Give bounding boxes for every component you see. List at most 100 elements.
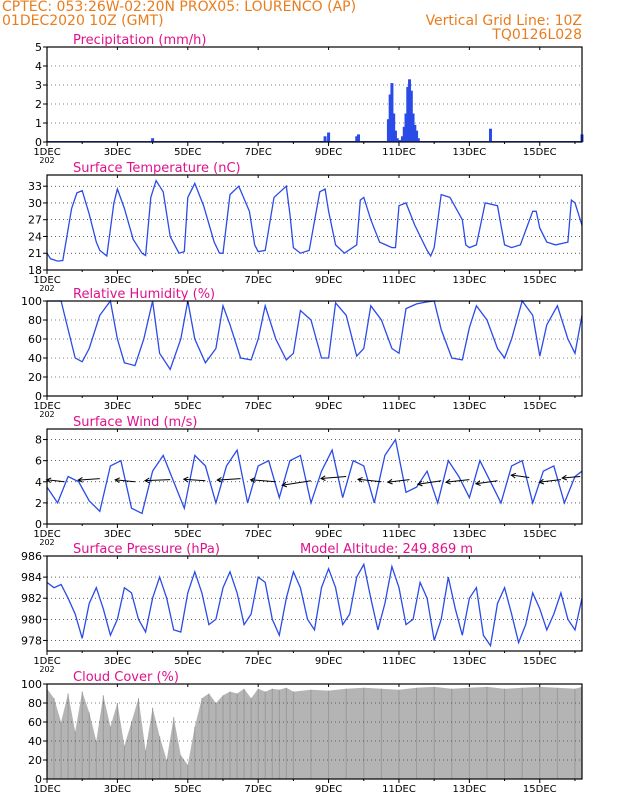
precip-bar bbox=[386, 119, 390, 142]
cloud-ytick-label: 60 bbox=[28, 716, 42, 729]
temp-xtick-label: 7DEC bbox=[244, 275, 271, 286]
cloud-xtick-label: 9DEC bbox=[315, 784, 342, 795]
cloud-panel bbox=[43, 683, 583, 783]
wind-arrow-head bbox=[386, 478, 393, 485]
cloud-xtick-label: 11DEC bbox=[382, 784, 416, 795]
wind-arrow-head bbox=[216, 476, 222, 483]
precip-bar bbox=[415, 130, 419, 142]
precip-bar bbox=[355, 136, 359, 142]
wind-arrow-head bbox=[356, 476, 363, 483]
pressure-xtick-label: 7DEC bbox=[244, 656, 271, 667]
pressure-subtitle: Model Altitude: 249.869 m bbox=[300, 542, 473, 557]
wind-xtick-label: 3DEC bbox=[104, 529, 131, 540]
temp-series-line bbox=[46, 179, 583, 262]
temp-title: Surface Temperature (nC) bbox=[73, 161, 241, 176]
precip-xtick-label: 11DEC bbox=[382, 147, 416, 158]
wind-arrow-shaft bbox=[115, 479, 136, 483]
precip-bar bbox=[392, 113, 396, 142]
cloud-title: Cloud Cover (%) bbox=[73, 670, 179, 685]
cloud-xtick-label: 3DEC bbox=[104, 784, 131, 795]
wind-ytick-label: 6 bbox=[35, 455, 42, 468]
wind-arrow-shaft bbox=[217, 478, 241, 481]
cloud-xtick-label: 1DEC bbox=[33, 784, 60, 795]
wind-frame bbox=[46, 428, 583, 525]
cloud-ytick-label: 20 bbox=[28, 754, 42, 767]
temp-xtick-label: 11DEC bbox=[382, 275, 416, 286]
temp-xtick-label: 1DEC bbox=[33, 275, 60, 286]
cloud-ytick-label: 40 bbox=[28, 735, 42, 748]
rh-xtick-label: 13DEC bbox=[453, 401, 487, 412]
precip-ytick-label: 4 bbox=[35, 60, 42, 73]
precip-ytick-label: 2 bbox=[35, 98, 42, 111]
rh-xtick-label: 3DEC bbox=[104, 401, 131, 412]
wind-arrow-shaft bbox=[250, 479, 276, 483]
rh-ytick-label: 60 bbox=[28, 333, 42, 346]
precip-frame bbox=[46, 46, 583, 143]
precip-title: Precipitation (mm/h) bbox=[73, 33, 206, 48]
wind-arrow-shaft bbox=[46, 479, 65, 483]
temp-ytick-label: 18 bbox=[28, 264, 42, 277]
precip-bar bbox=[404, 113, 408, 142]
rh-title: Relative Humidity (%) bbox=[73, 287, 215, 302]
rh-xtick-label: 5DEC bbox=[174, 401, 201, 412]
wind-arrow-shaft bbox=[320, 476, 347, 479]
pressure-title: Surface Pressure (hPa) bbox=[73, 542, 220, 557]
wind-arrow-shaft bbox=[417, 480, 442, 485]
pressure-xtick-label: 1DEC bbox=[33, 656, 60, 667]
temp-xtick-label: 9DEC bbox=[315, 275, 342, 286]
precip-ytick-label: 1 bbox=[35, 117, 42, 130]
wind-xtick-label: 15DEC bbox=[523, 529, 557, 540]
rh-xtick-label: 1DEC bbox=[33, 401, 60, 412]
precip-xtick-label: 3DEC bbox=[104, 147, 131, 158]
pressure-series-line bbox=[46, 562, 583, 648]
wind-arrow-shaft bbox=[475, 480, 498, 485]
wind-arrow-shaft bbox=[144, 479, 171, 482]
wind-arrow-head bbox=[143, 477, 150, 484]
precip-bar bbox=[409, 90, 413, 142]
wind-arrow-head bbox=[561, 474, 567, 481]
wind-xtick-label: 1DEC bbox=[33, 529, 60, 540]
precip-bar bbox=[488, 128, 492, 142]
chart-header: CPTEC: 053:26W-02:20N PROX05: LOURENCO (… bbox=[0, 0, 618, 44]
temp-ytick-label: 24 bbox=[28, 230, 42, 243]
precip-bar bbox=[400, 136, 404, 142]
vertical-grid-note: Vertical Grid Line: 10Z bbox=[425, 13, 582, 29]
precip-bar bbox=[390, 83, 394, 142]
precip-bar bbox=[408, 79, 412, 142]
precip-bar bbox=[395, 138, 399, 142]
precip-year-label: 202 bbox=[39, 156, 54, 165]
wind-xtick-label: 13DEC bbox=[453, 529, 487, 540]
wind-series-line bbox=[46, 437, 583, 515]
wind-year-label: 202 bbox=[39, 538, 54, 547]
wind-xtick-label: 7DEC bbox=[244, 529, 271, 540]
precip-ytick-label: 3 bbox=[35, 79, 42, 92]
temp-xtick-label: 15DEC bbox=[523, 275, 557, 286]
wind-ytick-label: 2 bbox=[35, 497, 42, 510]
wind-arrow-shaft bbox=[282, 480, 312, 486]
precip-xtick-label: 5DEC bbox=[174, 147, 201, 158]
wind-arrow-head bbox=[510, 472, 517, 479]
precip-bar bbox=[402, 126, 406, 142]
rh-ytick-label: 100 bbox=[21, 295, 42, 308]
wind-arrow-shaft bbox=[445, 479, 470, 483]
wind-arrow-shaft bbox=[357, 478, 382, 483]
precip-ytick-label: 5 bbox=[35, 41, 42, 54]
cloud-xtick-label: 5DEC bbox=[174, 784, 201, 795]
pressure-xtick-label: 9DEC bbox=[315, 656, 342, 667]
temp-ytick-label: 33 bbox=[28, 180, 42, 193]
wind-arrow-head bbox=[444, 478, 451, 485]
wind-arrow-shaft bbox=[78, 478, 100, 481]
wind-arrow-shaft bbox=[539, 479, 561, 483]
wind-panel bbox=[43, 428, 583, 528]
precip-panel bbox=[43, 46, 584, 146]
wind-arrow-shaft bbox=[387, 479, 410, 483]
wind-ytick-label: 0 bbox=[35, 518, 42, 531]
model-code: TQ0126L028 bbox=[492, 27, 582, 43]
temp-ytick-label: 21 bbox=[28, 247, 42, 260]
precip-bar bbox=[406, 86, 410, 142]
temp-ytick-label: 30 bbox=[28, 197, 42, 210]
rh-series-line bbox=[47, 299, 583, 371]
pressure-year-label: 202 bbox=[39, 665, 54, 674]
wind-xtick-label: 11DEC bbox=[382, 529, 416, 540]
cloud-xtick-label: 15DEC bbox=[523, 784, 557, 795]
